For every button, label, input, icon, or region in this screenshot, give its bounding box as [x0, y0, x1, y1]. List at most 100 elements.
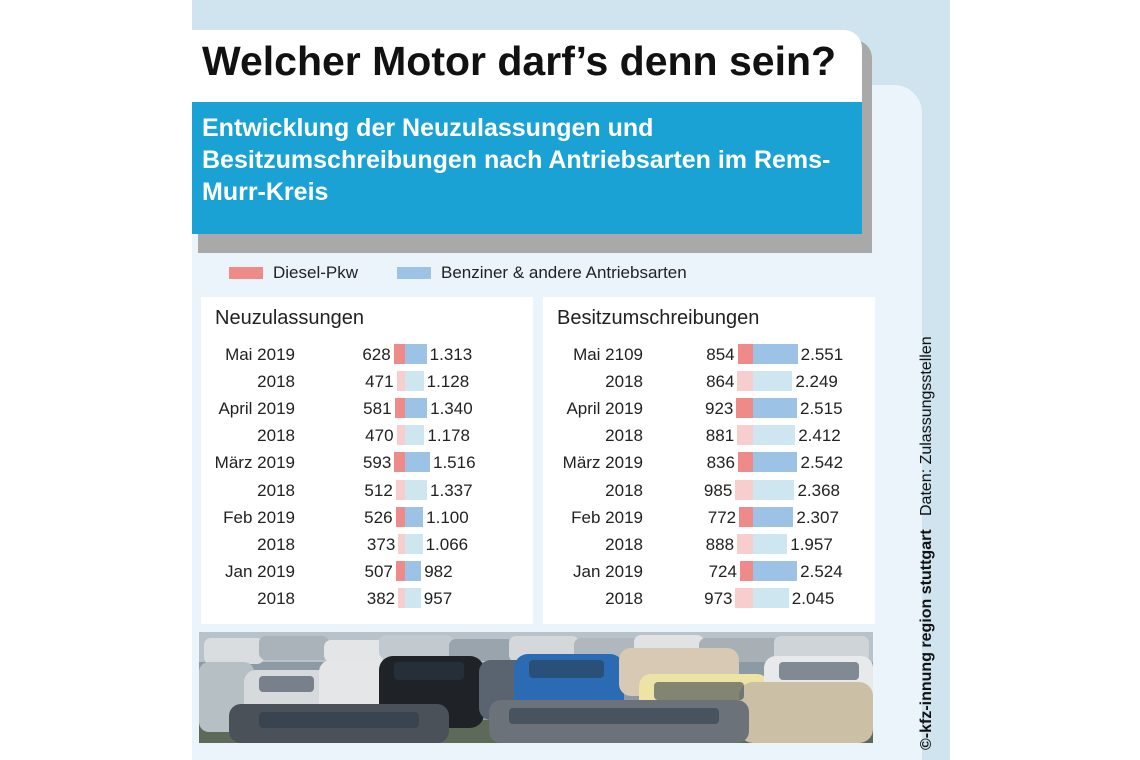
bar-benziner [753, 560, 798, 581]
bar-benziner [405, 587, 421, 608]
row-label: 2018 [605, 372, 643, 392]
data-label-diesel: 471 [365, 372, 394, 392]
data-label-diesel: 854 [706, 345, 735, 364]
row-label: Mai 2019 [225, 345, 295, 364]
row-label: Feb 2019 [571, 507, 643, 527]
row-label: 2018 [605, 534, 643, 554]
data-label-benziner: 2.551 [800, 345, 844, 364]
bar-diesel [393, 344, 405, 364]
bar-benziner [405, 560, 422, 581]
bar-diesel [739, 560, 753, 581]
legend-diesel: Diesel-Pkw [229, 262, 358, 284]
bar-diesel [739, 506, 753, 527]
panel-neuzulassungen: Neuzulassungen Mai 2019 628 1.313 2018 471 1.… [201, 297, 533, 624]
page-title: Welcher Motor darf’s denn sein? [202, 38, 837, 84]
legend-benziner-swatch [397, 267, 431, 279]
parking-lot-photo [199, 632, 873, 743]
title-box [192, 30, 862, 102]
row-label: März 2019 [562, 453, 643, 473]
data-label-benziner: 2.542 [800, 453, 844, 473]
bar-benziner [753, 533, 788, 554]
row-label: 2018 [605, 588, 643, 608]
data-label-benziner: 1.178 [427, 426, 470, 446]
bar-diesel [394, 398, 405, 419]
bar-benziner [405, 398, 428, 419]
subtitle-box [192, 102, 862, 234]
data-label-diesel: 382 [366, 588, 396, 608]
data-label-diesel: 864 [706, 372, 735, 392]
data-label-benziner: 1.957 [790, 534, 833, 554]
row-label: Feb 2019 [223, 507, 295, 527]
data-label-diesel: 772 [707, 507, 737, 527]
data-label-benziner: 1.337 [430, 480, 473, 500]
data-label-benziner: 1.128 [426, 372, 470, 392]
data-label-benziner: 1.516 [433, 453, 476, 473]
data-label-diesel: 507 [364, 561, 393, 581]
data-label-benziner: 2.515 [800, 399, 843, 419]
data-label-benziner: 982 [424, 561, 453, 581]
data-label-benziner: 2.307 [796, 507, 839, 527]
bar-benziner [405, 425, 425, 446]
bar-benziner [405, 479, 428, 500]
bar-diesel [395, 506, 405, 527]
data-label-diesel: 985 [703, 480, 733, 500]
row-label: Mai 2109 [573, 345, 643, 364]
data-label-diesel: 526 [364, 507, 393, 527]
data-label-benziner: 1.100 [426, 507, 469, 527]
row-label: 2018 [257, 588, 295, 608]
bar-diesel [398, 587, 405, 608]
bar-diesel [735, 479, 753, 500]
data-label-benziner: 2.412 [798, 426, 841, 446]
bar-diesel [398, 533, 405, 554]
panel-besitzumschreibungen: Besitzumschreibungen Mai 2109 854 2.551 201… [543, 297, 875, 624]
bar-benziner [753, 371, 793, 392]
data-label-benziner: 957 [423, 588, 453, 608]
data-label-diesel: 888 [705, 534, 735, 554]
data-label-diesel: 836 [706, 453, 735, 473]
row-label: April 2019 [566, 399, 643, 419]
row-label: 2018 [605, 480, 643, 500]
row-label: Jan 2019 [225, 561, 295, 581]
row-label: 2018 [257, 480, 295, 500]
data-label-benziner: 1.313 [429, 345, 473, 364]
data-label-diesel: 628 [362, 345, 391, 364]
bar-diesel [396, 425, 405, 446]
row-label: 2018 [605, 426, 643, 446]
bar-benziner [405, 452, 430, 473]
bar-benziner [753, 587, 789, 608]
data-label-diesel: 881 [705, 426, 735, 446]
bar-diesel [737, 452, 753, 473]
data-label-benziner: 1.340 [430, 399, 473, 419]
row-label: 2018 [257, 372, 295, 392]
credit-line: ©-kfz-innung region stuttgart Daten: Zul… [918, 336, 936, 750]
bar-diesel [737, 371, 753, 392]
data-label-diesel: 581 [363, 399, 392, 419]
bar-diesel [395, 560, 405, 581]
row-label: Jan 2019 [573, 561, 643, 581]
legend-benziner: Benziner & andere Antriebsarten [397, 262, 687, 284]
row-label: 2018 [257, 426, 295, 446]
bar-benziner [753, 452, 798, 473]
legend-benziner-label: Benziner & andere Antriebsarten [441, 263, 687, 282]
bar-benziner [753, 479, 795, 500]
data-label-benziner: 2.368 [797, 480, 840, 500]
bar-benziner [753, 398, 797, 419]
data-label-diesel: 470 [365, 426, 394, 446]
page-subtitle: Entwicklung der Neuzulassungen und Besit… [202, 114, 831, 206]
data-label-benziner: 2.524 [800, 561, 843, 581]
bar-benziner [405, 506, 424, 527]
bar-diesel [395, 479, 405, 500]
data-label-diesel: 973 [704, 588, 733, 608]
bar-benziner [405, 371, 424, 392]
data-label-diesel: 923 [705, 399, 734, 419]
legend-diesel-label: Diesel-Pkw [273, 263, 359, 282]
bar-diesel [736, 398, 753, 419]
bar-benziner [753, 425, 796, 446]
panel-title-besitzumschreibungen: Besitzumschreibungen [557, 307, 760, 329]
legend-diesel-swatch [229, 267, 263, 279]
bar-benziner [405, 344, 427, 364]
data-label-diesel: 724 [708, 561, 737, 581]
row-label: März 2019 [214, 453, 295, 473]
bar-diesel [394, 452, 405, 473]
data-label-benziner: 2.045 [791, 588, 835, 608]
